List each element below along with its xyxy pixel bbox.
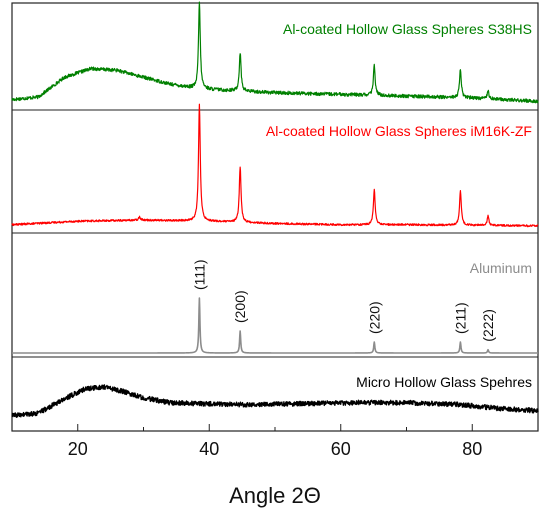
series-line-aluminum xyxy=(11,297,539,354)
series-label-aluminum: Aluminum xyxy=(470,260,532,276)
x-tick-label-40: 40 xyxy=(199,439,219,459)
series-label-micro-hollow-glass: Micro Hollow Glass Spehres xyxy=(356,374,532,390)
series-line-micro-hollow-glass xyxy=(11,384,539,418)
plot-frame xyxy=(11,2,539,432)
series-label-im16k-zf: Al-coated Hollow Glass Spheres iM16K-ZF xyxy=(266,123,532,139)
x-axis-ticks: 20 40 60 80 xyxy=(11,424,539,459)
series-line-s38hs xyxy=(11,1,539,104)
peak-label-222: (222) xyxy=(480,309,496,342)
x-tick-label-80: 80 xyxy=(462,439,482,459)
x-tick-label-60: 60 xyxy=(331,439,351,459)
x-axis-title: Angle 2Θ xyxy=(229,483,321,508)
peak-label-220: (220) xyxy=(366,301,382,334)
series-label-s38hs: Al-coated Hollow Glass Spheres S38HS xyxy=(283,21,532,37)
x-tick-label-20: 20 xyxy=(68,439,88,459)
peak-label-211: (211) xyxy=(452,302,468,334)
peak-label-200: (200) xyxy=(232,290,248,323)
series-line-im16k-zf xyxy=(11,103,539,228)
peak-labels: (111) (200) (220) (211) (222) xyxy=(191,259,496,341)
peak-label-111: (111) xyxy=(191,259,207,290)
